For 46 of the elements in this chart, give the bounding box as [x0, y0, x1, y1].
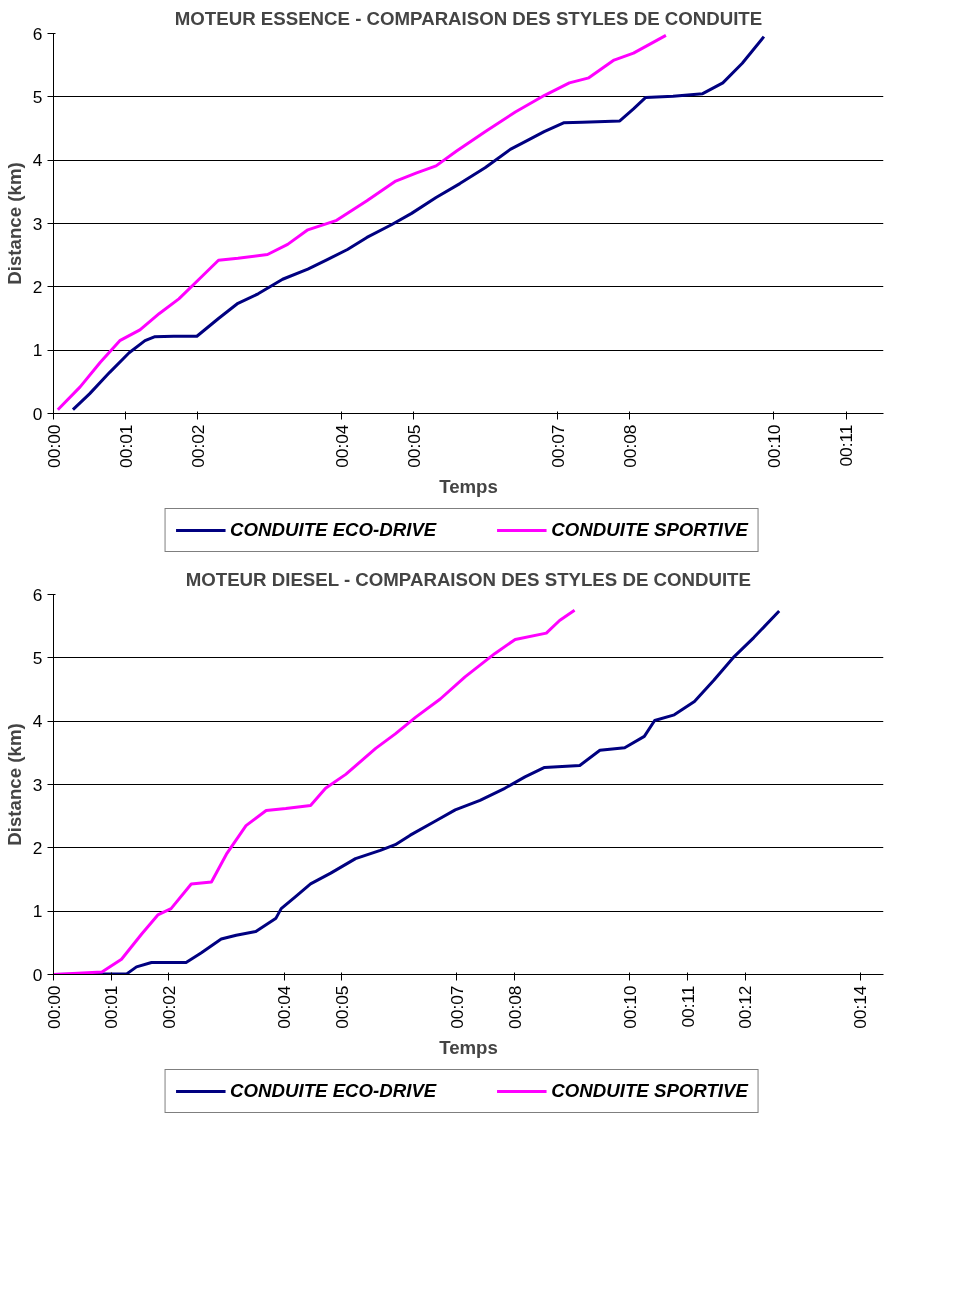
- x-tick-label: 00:05: [403, 424, 424, 468]
- y-axis-title: Distance (km): [3, 723, 25, 846]
- x-tick-label: 00:12: [735, 985, 756, 1029]
- x-tick-label: 00:08: [619, 424, 640, 468]
- legend-label: CONDUITE ECO-DRIVE: [230, 519, 437, 541]
- y-tick-label: 0: [32, 964, 43, 985]
- y-tick-label: 4: [32, 150, 43, 171]
- y-tick-label: 5: [32, 647, 43, 668]
- y-tick-label: 2: [32, 276, 43, 297]
- x-tick-label: 00:04: [274, 985, 295, 1029]
- y-tick-label: 6: [32, 584, 43, 605]
- line-series: [53, 608, 577, 975]
- x-tick-label: 00:10: [763, 424, 784, 468]
- x-tick-label: 00:01: [115, 424, 136, 468]
- x-tick-label: 00:14: [850, 985, 871, 1029]
- x-tick-label: 00:04: [331, 424, 352, 468]
- y-axis-title: Distance (km): [3, 162, 25, 285]
- x-tick-label: 00:11: [836, 424, 857, 467]
- y-tick-label: 1: [32, 901, 43, 922]
- chart-title: MOTEUR ESSENCE - COMPARAISON DES STYLES DE CONDUITE: [174, 7, 763, 29]
- y-tick-label: 3: [32, 213, 43, 234]
- x-tick-label: 00:07: [547, 424, 568, 468]
- x-tick-label: 00:05: [331, 985, 352, 1029]
- x-tick-label: 00:07: [446, 985, 467, 1029]
- legend-label: CONDUITE ECO-DRIVE: [230, 1080, 437, 1102]
- x-tick-label: 00:08: [504, 985, 525, 1029]
- y-tick-label: 0: [32, 403, 43, 424]
- x-tick-label: 00:01: [101, 985, 122, 1029]
- x-tick-label: 00:11: [677, 985, 698, 1028]
- y-tick-label: 2: [32, 837, 43, 858]
- legend-label: CONDUITE SPORTIVE: [551, 1080, 748, 1102]
- x-axis-title: Temps: [439, 475, 498, 497]
- y-tick-label: 4: [32, 711, 43, 732]
- chart-title: MOTEUR DIESEL - COMPARAISON DES STYLES DE CONDUITE: [185, 568, 751, 590]
- x-tick-label: 00:00: [43, 424, 64, 468]
- x-axis-title: Temps: [439, 1036, 498, 1058]
- y-tick-label: 3: [32, 774, 43, 795]
- y-tick-label: 6: [32, 23, 43, 44]
- y-tick-label: 5: [32, 86, 43, 107]
- legend-label: CONDUITE SPORTIVE: [551, 519, 748, 541]
- x-tick-label: 00:02: [187, 424, 208, 468]
- y-tick-label: 1: [32, 340, 43, 361]
- x-tick-label: 00:02: [158, 985, 179, 1029]
- line-series: [71, 35, 766, 412]
- x-tick-label: 00:10: [619, 985, 640, 1029]
- x-tick-label: 00:00: [43, 985, 64, 1029]
